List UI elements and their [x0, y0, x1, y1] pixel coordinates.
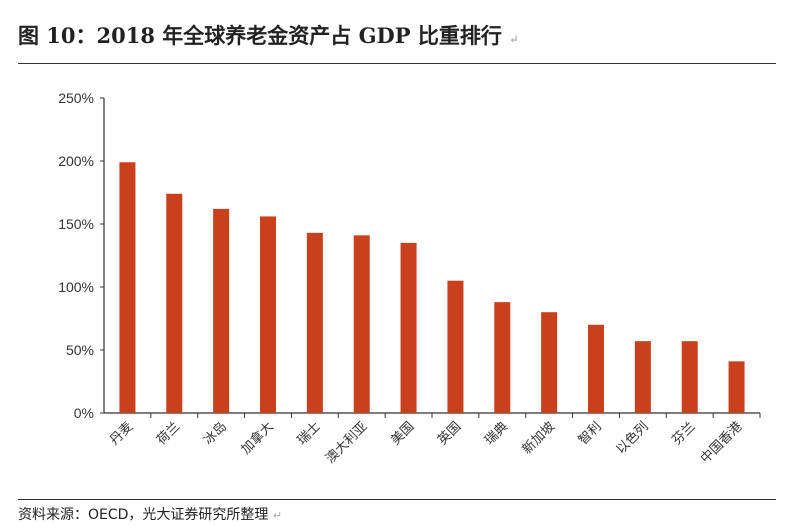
figure-title: 图 10：2018 年全球养老金资产占 GDP 比重排行 ↵ [18, 20, 518, 50]
bar-瑞典 [494, 302, 511, 413]
bar-冰岛 [213, 208, 230, 413]
bar-澳大利亚 [353, 235, 370, 413]
x-tick-label: 加拿大 [238, 419, 277, 458]
x-tick-label: 丹麦 [107, 419, 136, 448]
x-tick-label: 瑞士 [295, 419, 324, 448]
y-tick-label: 200% [58, 153, 94, 169]
x-tick-label: 冰岛 [200, 419, 230, 449]
x-tick-label: 瑞典 [482, 419, 511, 448]
paragraph-mark: ↵ [272, 509, 283, 522]
y-tick-label: 0% [74, 405, 94, 421]
y-tick-label: 150% [58, 216, 94, 232]
y-tick-label: 250% [58, 90, 94, 106]
y-tick-label: 100% [58, 279, 94, 295]
x-tick-label: 芬兰 [670, 419, 699, 448]
x-tick-label: 英国 [435, 419, 464, 448]
bar-chart: 0% 50% 100% 150% 200% 250% 丹麦 荷兰 冰岛 加拿大 瑞士 澳大利亚 美国 英国… [58, 90, 761, 467]
bar-中国香港 [728, 361, 745, 413]
source-text: 资料来源：OECD，光大证券研究所整理 [18, 507, 269, 523]
x-tick-label: 澳大利亚 [322, 419, 370, 467]
bar-瑞士 [306, 232, 323, 413]
x-tick-label: 新加坡 [519, 419, 558, 458]
figure-title-text: 图 10：2018 年全球养老金资产占 GDP 比重排行 [18, 23, 502, 48]
title-divider [18, 63, 776, 64]
y-tick-label: 50% [66, 342, 94, 358]
x-tick-label: 智利 [576, 419, 605, 448]
x-tick-label: 以色列 [613, 419, 652, 458]
paragraph-mark: ↵ [509, 33, 519, 46]
bar-荷兰 [166, 193, 183, 413]
source-note: 资料来源：OECD，光大证券研究所整理 ↵ [18, 504, 282, 524]
bar-新加坡 [541, 312, 558, 413]
bar-以色列 [634, 341, 651, 413]
bar-丹麦 [119, 162, 136, 413]
bar-芬兰 [681, 341, 698, 413]
x-tick-label: 荷兰 [154, 419, 183, 448]
source-divider [18, 499, 776, 500]
bar-美国 [400, 242, 417, 413]
bar-智利 [588, 324, 604, 413]
x-tick-label: 美国 [388, 419, 417, 448]
x-tick-label: 中国香港 [698, 419, 745, 466]
bar-英国 [447, 280, 464, 413]
bar-加拿大 [260, 216, 276, 413]
